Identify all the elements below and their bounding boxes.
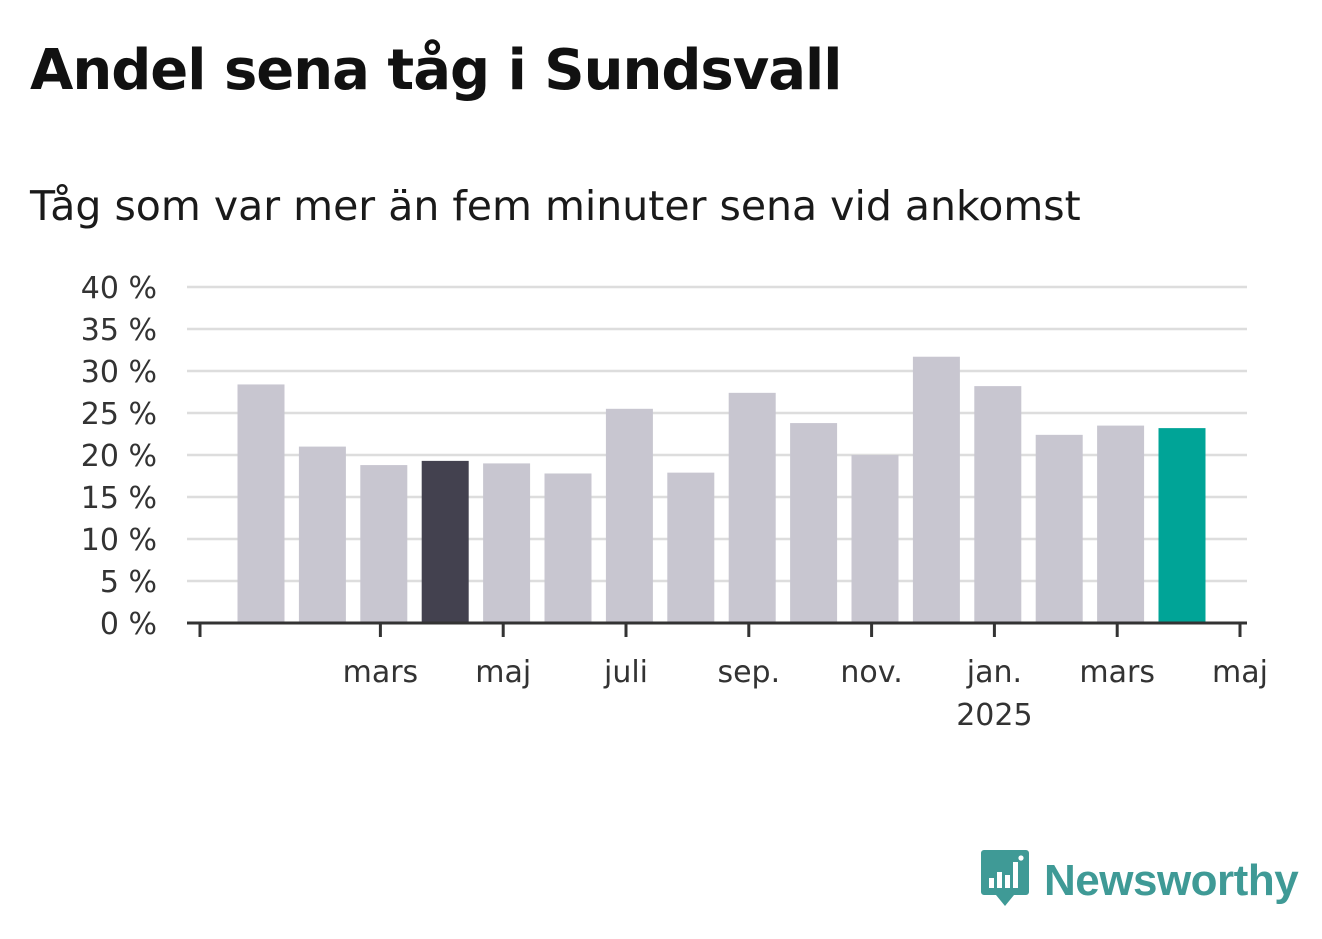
y-tick-label: 5 % bbox=[100, 565, 157, 600]
x-tick-label: mars bbox=[1079, 655, 1155, 690]
chart-title: Andel sena tåg i Sundsvall bbox=[30, 38, 842, 103]
bar-2024-02 bbox=[237, 384, 285, 623]
x-tick-label: jan. bbox=[966, 655, 1022, 690]
bar-2024-08 bbox=[605, 408, 653, 623]
bar-2024-06 bbox=[483, 463, 531, 623]
bar-2025-05 bbox=[1158, 428, 1206, 623]
y-tick-label: 30 % bbox=[81, 355, 157, 390]
bar-2025-01 bbox=[912, 356, 960, 623]
x-axis-tick-labels: mars maj juli sep. nov. jan. 2025 mars maj bbox=[343, 655, 1268, 733]
bar-2024-04 bbox=[360, 465, 408, 623]
bar-2024-11 bbox=[790, 423, 838, 623]
x-tick-label: nov. bbox=[840, 655, 902, 690]
bar-2024-05 bbox=[421, 460, 469, 623]
bar-2025-02 bbox=[974, 386, 1022, 623]
x-tick-label: mars bbox=[343, 655, 419, 690]
x-tick-label: maj bbox=[1212, 655, 1268, 690]
x-tick-label: juli bbox=[603, 655, 648, 690]
bar-2025-04 bbox=[1097, 425, 1145, 623]
y-tick-label: 20 % bbox=[81, 439, 157, 474]
bar-2024-12 bbox=[851, 455, 899, 623]
brand-name: Newsworthy bbox=[1044, 856, 1299, 905]
x-tick-label: maj bbox=[475, 655, 531, 690]
bar-2024-10 bbox=[728, 392, 776, 623]
bars bbox=[237, 356, 1206, 623]
y-tick-label: 35 % bbox=[81, 313, 157, 348]
bar-2024-09 bbox=[667, 472, 715, 623]
x-axis bbox=[187, 621, 1247, 637]
newsworthy-chart-bubble-icon bbox=[980, 848, 1030, 914]
y-tick-label: 0 % bbox=[100, 607, 157, 642]
chart-subtitle: Tåg som var mer än fem minuter sena vid … bbox=[30, 182, 1081, 230]
bar-2025-03 bbox=[1035, 434, 1083, 623]
y-tick-label: 40 % bbox=[81, 271, 157, 306]
y-axis-tick-labels: 0 % 5 % 10 % 15 % 20 % 25 % 30 % 35 % 40 % bbox=[81, 271, 157, 642]
newsworthy-logo: Newsworthy bbox=[980, 848, 1299, 914]
y-tick-label: 15 % bbox=[81, 481, 157, 516]
y-tick-label: 10 % bbox=[81, 523, 157, 558]
x-tick-label: sep. bbox=[717, 655, 780, 690]
grid-lines bbox=[187, 285, 1247, 583]
bar-2024-07 bbox=[544, 473, 592, 623]
y-tick-label: 25 % bbox=[81, 397, 157, 432]
bar-2024-03 bbox=[298, 446, 346, 623]
x-tick-sublabel: 2025 bbox=[956, 698, 1032, 733]
